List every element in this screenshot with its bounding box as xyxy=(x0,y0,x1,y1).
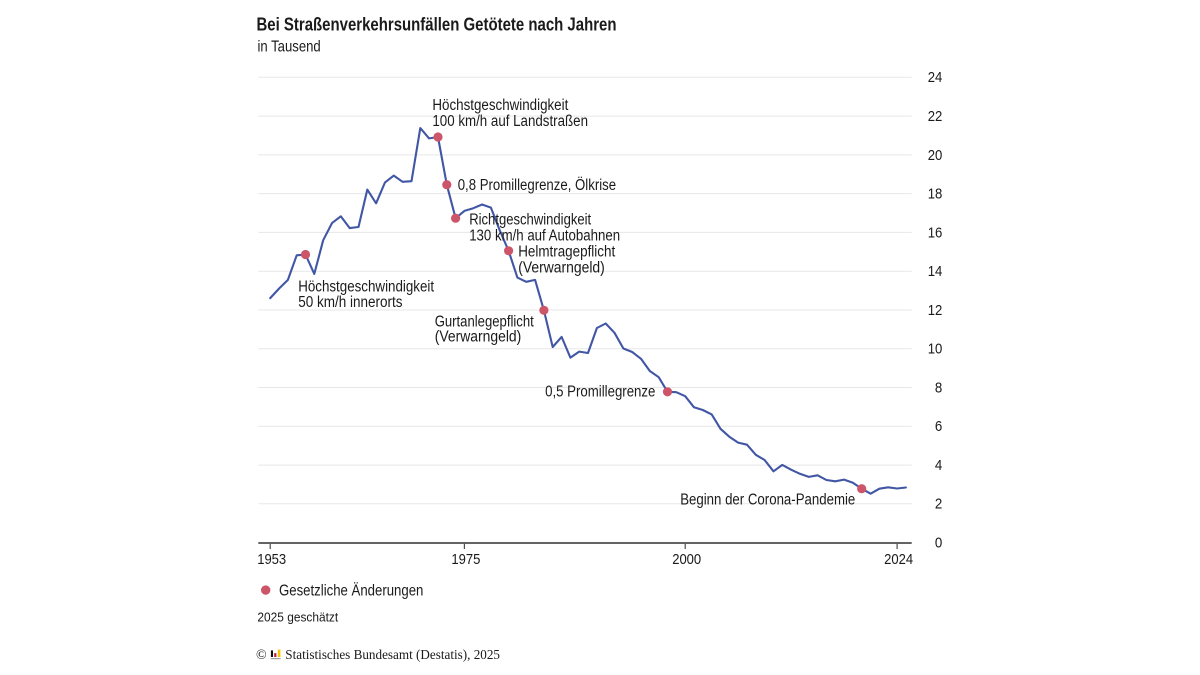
svg-text:2: 2 xyxy=(935,496,942,513)
svg-text:Richtgeschwindigkeit: Richtgeschwindigkeit xyxy=(469,212,592,229)
svg-text:24: 24 xyxy=(928,69,943,86)
svg-text:Helmtragepflicht: Helmtragepflicht xyxy=(518,243,616,260)
svg-text:(Verwarngeld): (Verwarngeld) xyxy=(435,329,522,346)
svg-text:0,5 Promillegrenze: 0,5 Promillegrenze xyxy=(545,384,655,401)
svg-text:6: 6 xyxy=(935,418,942,435)
svg-text:8: 8 xyxy=(935,379,942,396)
svg-text:100 km/h auf Landstraßen: 100 km/h auf Landstraßen xyxy=(432,113,588,130)
svg-text:Statistisches Bundesamt (Desta: Statistisches Bundesamt (Destatis), 2025 xyxy=(285,648,500,663)
svg-text:2025 geschätzt: 2025 geschätzt xyxy=(257,610,338,625)
svg-text:in Tausend: in Tausend xyxy=(258,39,321,56)
svg-text:Gurtanlegepflicht: Gurtanlegepflicht xyxy=(435,313,535,330)
svg-text:Höchstgeschwindigkeit: Höchstgeschwindigkeit xyxy=(298,278,434,295)
svg-text:10: 10 xyxy=(928,341,943,358)
svg-text:50 km/h innerorts: 50 km/h innerorts xyxy=(298,294,403,311)
svg-text:2024: 2024 xyxy=(884,551,913,568)
svg-text:0,8 Promillegrenze, Ölkrise: 0,8 Promillegrenze, Ölkrise xyxy=(458,176,616,194)
svg-text:0: 0 xyxy=(935,535,942,552)
svg-text:Gesetzliche Änderungen: Gesetzliche Änderungen xyxy=(279,582,423,599)
svg-text:Höchstgeschwindigkeit: Höchstgeschwindigkeit xyxy=(432,97,568,114)
svg-text:Beginn der Corona-Pandemie: Beginn der Corona-Pandemie xyxy=(680,492,855,509)
svg-text:4: 4 xyxy=(935,457,942,474)
svg-text:20: 20 xyxy=(928,147,943,164)
svg-text:12: 12 xyxy=(928,302,943,319)
svg-text:16: 16 xyxy=(928,224,943,241)
svg-text:22: 22 xyxy=(928,108,943,125)
svg-text:14: 14 xyxy=(928,263,943,280)
svg-text:2000: 2000 xyxy=(672,551,701,568)
svg-text:©: © xyxy=(256,648,267,663)
svg-text:130 km/h auf Autobahnen: 130 km/h auf Autobahnen xyxy=(469,227,620,244)
svg-text:18: 18 xyxy=(928,186,943,203)
svg-text:1975: 1975 xyxy=(451,551,480,568)
svg-text:1953: 1953 xyxy=(257,551,286,568)
svg-text:(Verwarngeld): (Verwarngeld) xyxy=(518,259,605,276)
svg-text:Bei Straßenverkehrsunfällen Ge: Bei Straßenverkehrsunfällen Getötete nac… xyxy=(257,14,617,35)
